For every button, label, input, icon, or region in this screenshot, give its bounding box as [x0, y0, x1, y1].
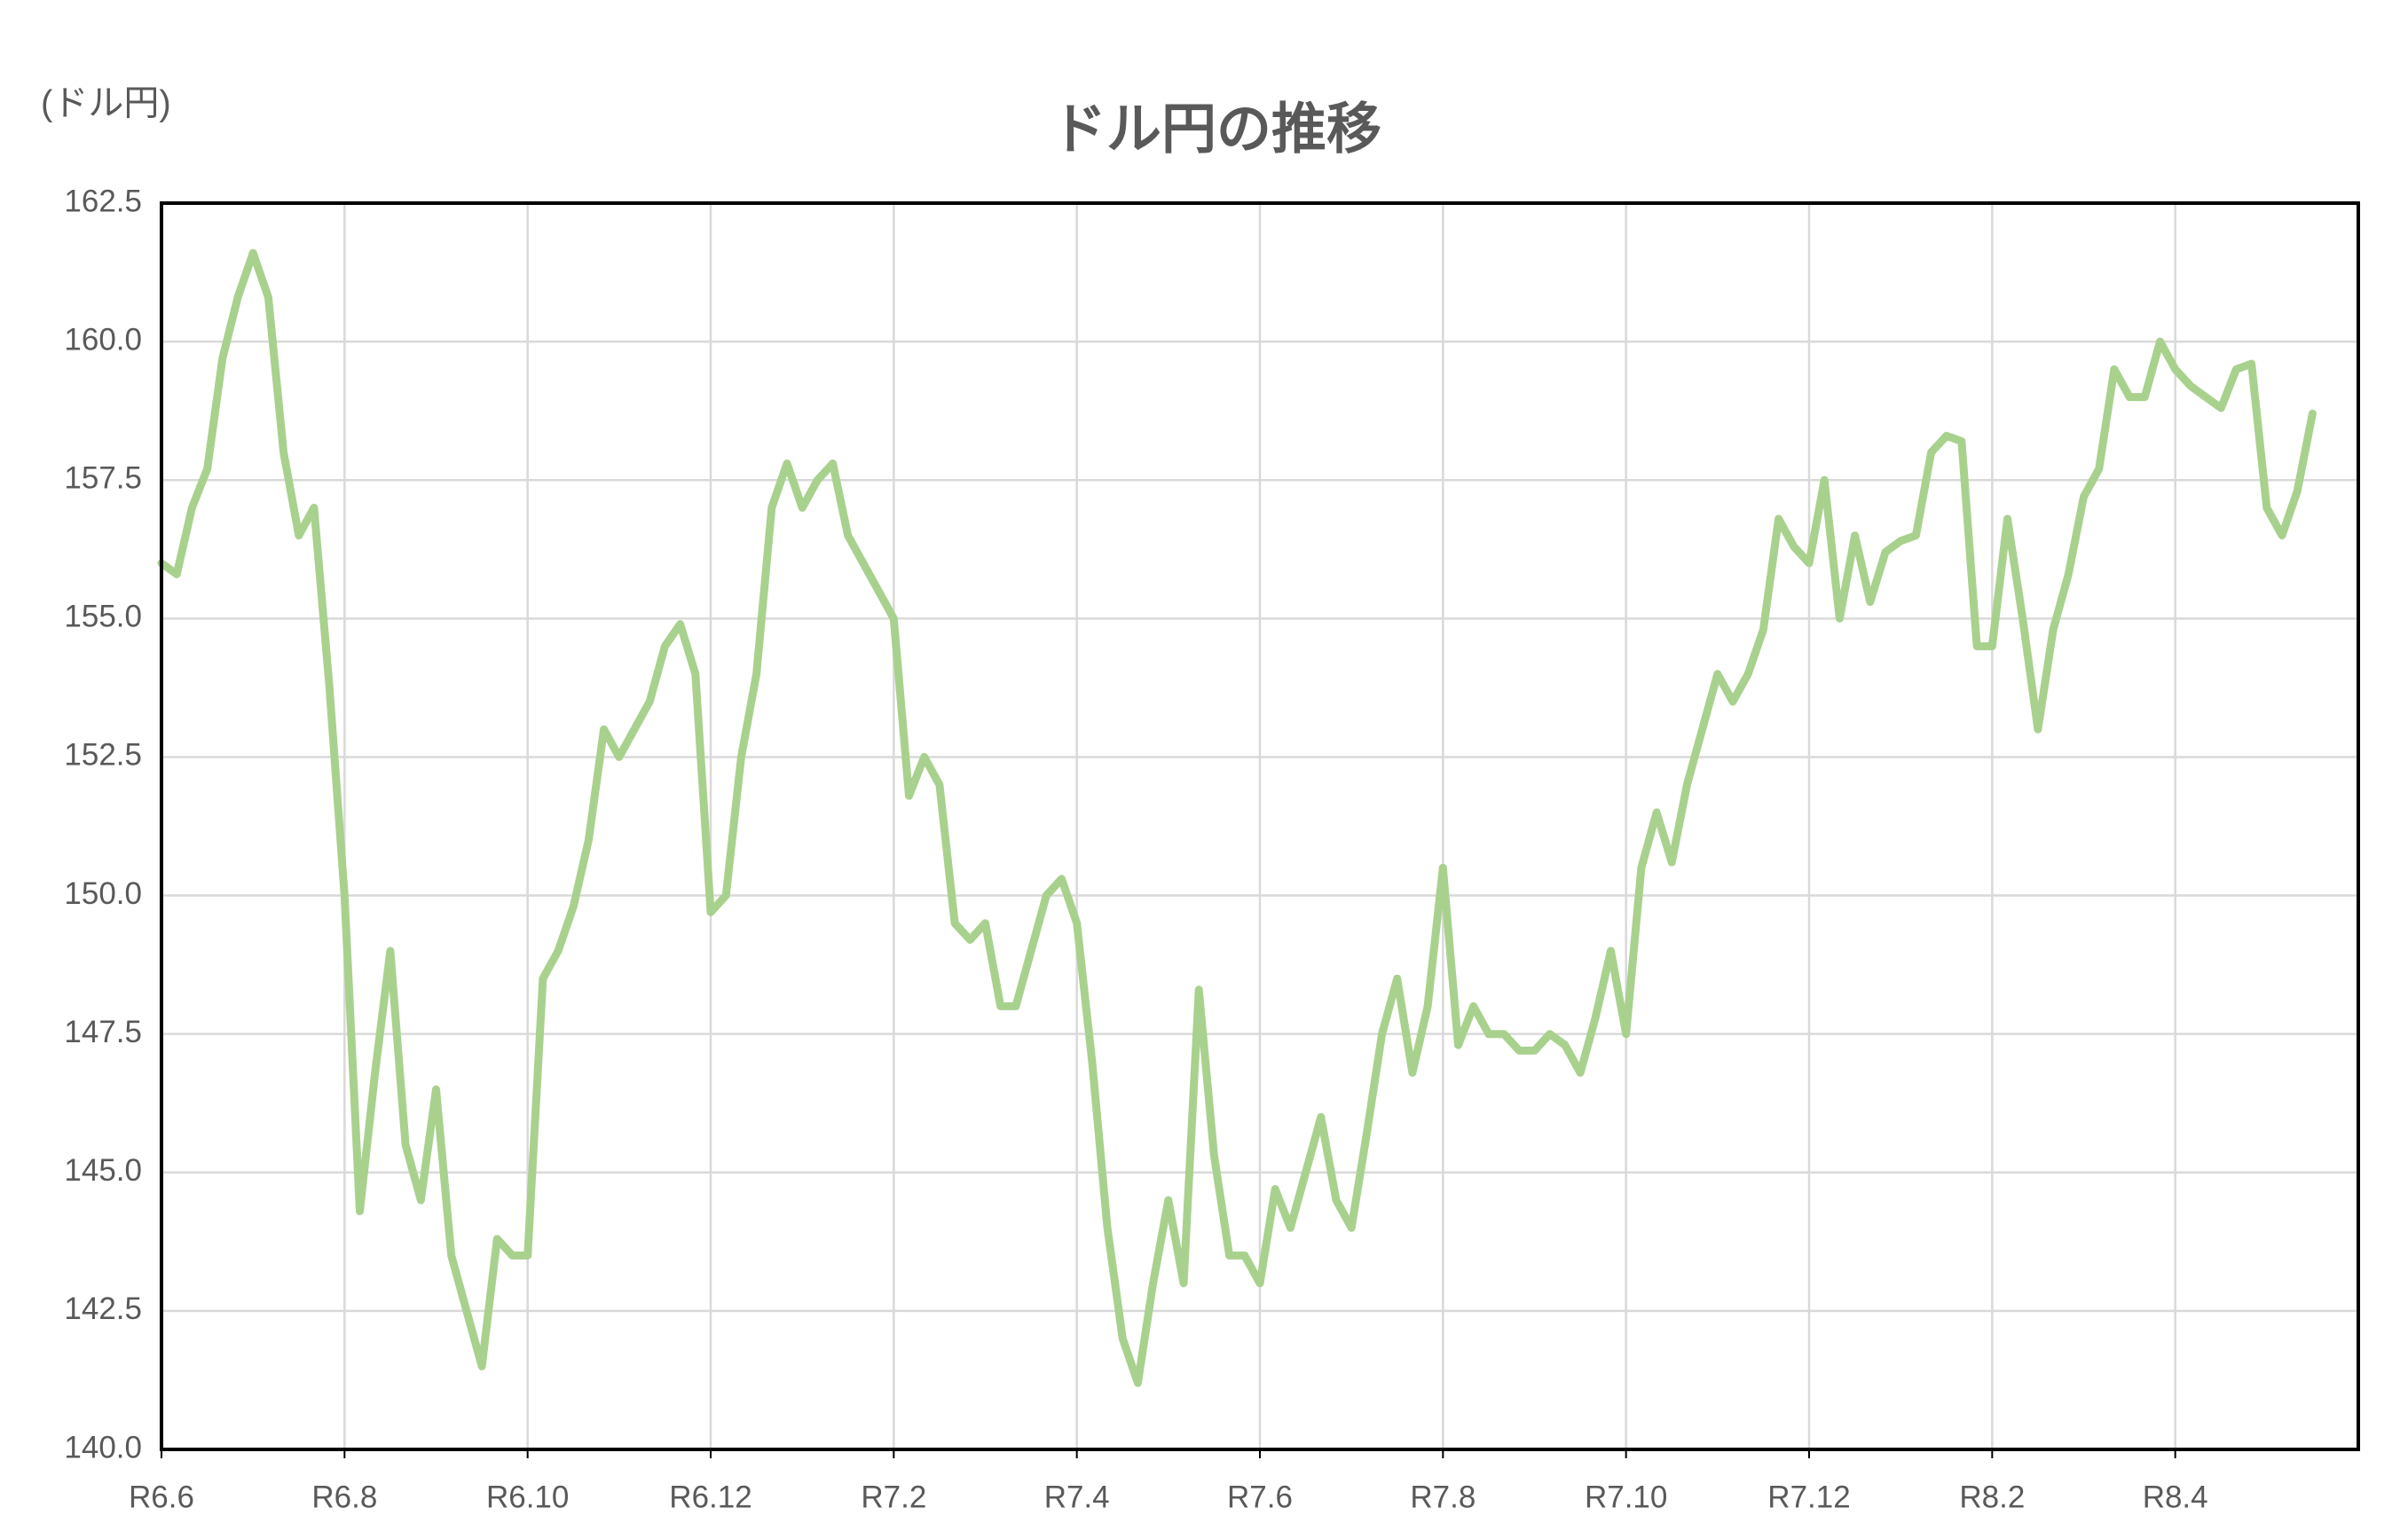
y-tick-label: 162.5: [64, 184, 142, 218]
x-tick-label: R6.8: [311, 1480, 377, 1514]
x-tick-label: R7.12: [1767, 1480, 1850, 1514]
x-tick-label: R7.2: [861, 1480, 926, 1514]
x-tick-label: R7.10: [1585, 1480, 1667, 1514]
y-tick-label: 152.5: [64, 738, 142, 773]
line: [157, 248, 2317, 1387]
y-tick-label: 157.5: [64, 460, 142, 495]
y-tick-label: 150.0: [64, 876, 142, 911]
y-tick-label: 140.0: [64, 1430, 142, 1464]
x-tick-label: R7.4: [1044, 1480, 1110, 1514]
y-tick-label: 142.5: [64, 1292, 142, 1326]
x-tick-label: R7.8: [1410, 1480, 1475, 1514]
y-tick-label: 155.0: [64, 600, 142, 634]
y-tick-label: 147.5: [64, 1015, 142, 1049]
x-tick-label: R6.12: [669, 1480, 752, 1514]
plot: [157, 248, 2317, 1387]
x-tick-label: R8.4: [2143, 1480, 2208, 1514]
x-tick-label: R8.2: [1959, 1480, 2025, 1514]
y-tick-label: 160.0: [64, 322, 142, 357]
grid: [161, 201, 2358, 1451]
x-tick-label: R6.10: [486, 1480, 569, 1514]
chart-title: ドル円の推移: [1051, 98, 1381, 160]
labels: 140.0 142.5 145.0 147.5 150.0 152.5 155.0 157.5…: [64, 184, 2207, 1514]
x-tick-label: R6.6: [129, 1480, 194, 1514]
x-tick-label: R7.6: [1227, 1480, 1293, 1514]
y-axis-label: (ドル円): [41, 84, 171, 123]
y-tick-label: 145.0: [64, 1153, 142, 1188]
